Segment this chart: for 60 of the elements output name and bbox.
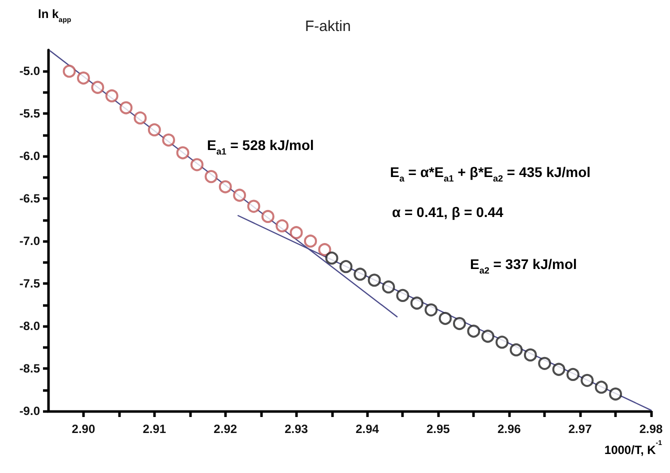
y-tick-label: -5.5 [19,106,40,121]
x-tick-label: 2.92 [214,422,238,436]
point [290,226,303,240]
point [62,64,76,78]
point [566,368,580,381]
point [120,101,133,114]
y-tick-label: -9.0 [19,404,40,418]
point [496,336,509,349]
point [452,317,466,330]
point [91,80,104,94]
point [524,348,537,362]
point [261,210,274,223]
point [148,123,161,136]
point [368,274,381,287]
y-tick-label: -8.0 [19,319,40,334]
point [510,343,523,356]
point [318,243,332,256]
point [552,362,566,376]
x-tick-label: 2.95 [426,422,450,436]
point [438,312,452,325]
point [467,324,480,338]
point [134,111,147,124]
annotation: α = 0.41, β = 0.44 [392,204,504,220]
point [339,260,352,274]
x-tick-label: 2.94 [356,422,380,436]
point [594,380,608,394]
y-tick-label: -5.0 [19,64,40,78]
x-tick-label: 2.96 [497,422,522,436]
x-tick-label: 2.97 [568,422,592,436]
y-tick-label: -8.5 [19,362,40,376]
point [304,234,317,248]
point [424,303,438,316]
point [162,134,176,147]
point [190,158,204,172]
y-tick-label: -6.5 [19,192,40,206]
x-tick-label: 2.91 [142,422,166,436]
y-tick-label: -6.0 [19,149,40,164]
point [247,200,260,213]
x-tick-label: 2.90 [72,422,96,436]
point [76,72,90,85]
y-tick-label: -7.5 [19,276,40,291]
point [609,388,622,401]
point [325,252,338,265]
point [410,296,424,310]
point [204,170,218,184]
point [354,268,367,281]
point [538,356,552,370]
point [233,188,246,202]
point [382,280,396,294]
point [481,330,494,343]
point [580,374,594,387]
point [105,89,118,102]
x-tick-label: 2.98 [639,422,663,436]
y-tick-label: -7.0 [19,234,40,248]
chart-title: F-aktin [305,18,351,35]
point [176,146,190,160]
x-tick-label: 2.93 [284,422,308,436]
point [218,180,232,194]
point [276,219,289,232]
point [396,288,410,302]
